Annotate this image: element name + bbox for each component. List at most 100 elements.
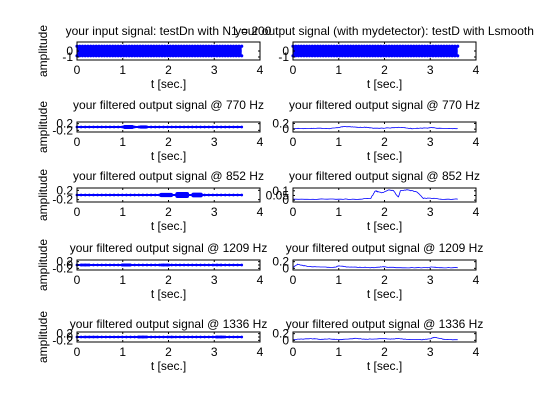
data-point [100,54,104,58]
data-point [425,44,430,48]
data-point [414,44,419,48]
data-point [406,44,410,48]
plot-data [75,263,244,267]
x-tick-label: 4 [257,63,264,77]
x-tick-label: 1 [335,63,342,77]
plot-data [75,44,244,58]
x-tick-label: 3 [427,135,434,149]
x-tick-label: 2 [165,345,172,359]
burst [138,125,148,129]
x-axis-label: t [sec.] [151,287,186,301]
data-point [108,54,112,58]
y-tick-label: 0 [282,261,289,275]
data-point [207,54,211,58]
data-point [196,54,200,58]
data-point [329,44,334,48]
data-point [450,54,454,58]
data-point [170,263,174,267]
data-point [434,44,438,48]
x-axis-label: t [sec.] [151,77,186,91]
data-point [343,54,347,58]
data-point [442,44,446,48]
data-point [236,125,239,129]
data-point [94,44,98,48]
data-point [176,44,181,48]
x-tick-label: 2 [381,63,388,77]
y-tick-label: -0.2 [52,193,73,207]
data-point [357,44,361,48]
y-tick-label: 0 [282,44,289,58]
data-point [182,44,186,48]
data-point [165,54,170,58]
data-point [401,54,405,58]
data-point [215,54,219,58]
plot-data [292,263,458,269]
x-tick-label: 4 [473,63,480,77]
data-point [149,54,153,58]
data-point [182,263,186,267]
x-axis-label: t [sec.] [367,149,402,163]
data-point [439,44,443,48]
y-axis-label: amplitude [36,25,50,77]
data-point [338,54,342,58]
data-point [417,44,421,48]
subplot-title: your filtered output signal @ 1336 Hz [70,317,268,331]
y-axis-label: amplitude [36,239,50,291]
burst [177,126,185,128]
y-tick-label: 0.2 [272,327,289,341]
x-tick-label: 4 [473,345,480,359]
data-point [204,54,208,58]
y-tick-label: 0.2 [272,255,289,269]
data-point [105,44,109,48]
data-point [392,54,397,58]
burst [79,263,91,267]
signal-line [292,189,458,200]
y-axis-label: amplitude [36,169,50,221]
data-point [149,44,153,48]
data-point [157,125,161,129]
plot-data [292,189,458,200]
data-point [236,263,239,267]
x-tick-label: 0 [74,205,81,219]
subplot-3: your filtered output signal @ 770 Hz 0 1 2 3… [36,98,264,163]
data-point [343,44,347,48]
data-point [174,44,178,48]
data-point [362,44,366,48]
data-point [124,54,129,58]
data-point [212,54,216,58]
x-tick-label: 3 [427,63,434,77]
data-point [193,54,197,58]
plot-data [75,335,244,339]
data-point [108,125,112,129]
data-point [176,54,181,58]
data-point [174,125,178,129]
data-point [231,44,236,48]
burst [79,194,158,196]
data-point [138,44,142,48]
data-point [179,54,183,58]
data-point [232,125,235,129]
data-point [190,44,194,48]
data-point [321,44,325,48]
data-point [80,54,85,58]
data-point [360,54,364,58]
x-axis-label: t [sec.] [367,359,402,373]
data-point [351,44,355,48]
data-point [111,54,115,58]
y-tick-label: 0.2 [272,116,289,130]
data-point [149,125,153,129]
data-point [237,54,241,58]
x-tick-label: 3 [427,205,434,219]
data-point [453,44,457,48]
burst [159,192,174,198]
x-tick-label: 0 [74,135,81,149]
x-tick-label: 4 [473,205,480,219]
data-point [113,44,118,48]
data-point [190,54,194,58]
data-point [122,54,126,58]
data-point [442,54,446,58]
data-point [152,44,156,48]
x-tick-label: 2 [381,345,388,359]
data-point [379,44,383,48]
x-axis-label: t [sec.] [367,219,402,233]
